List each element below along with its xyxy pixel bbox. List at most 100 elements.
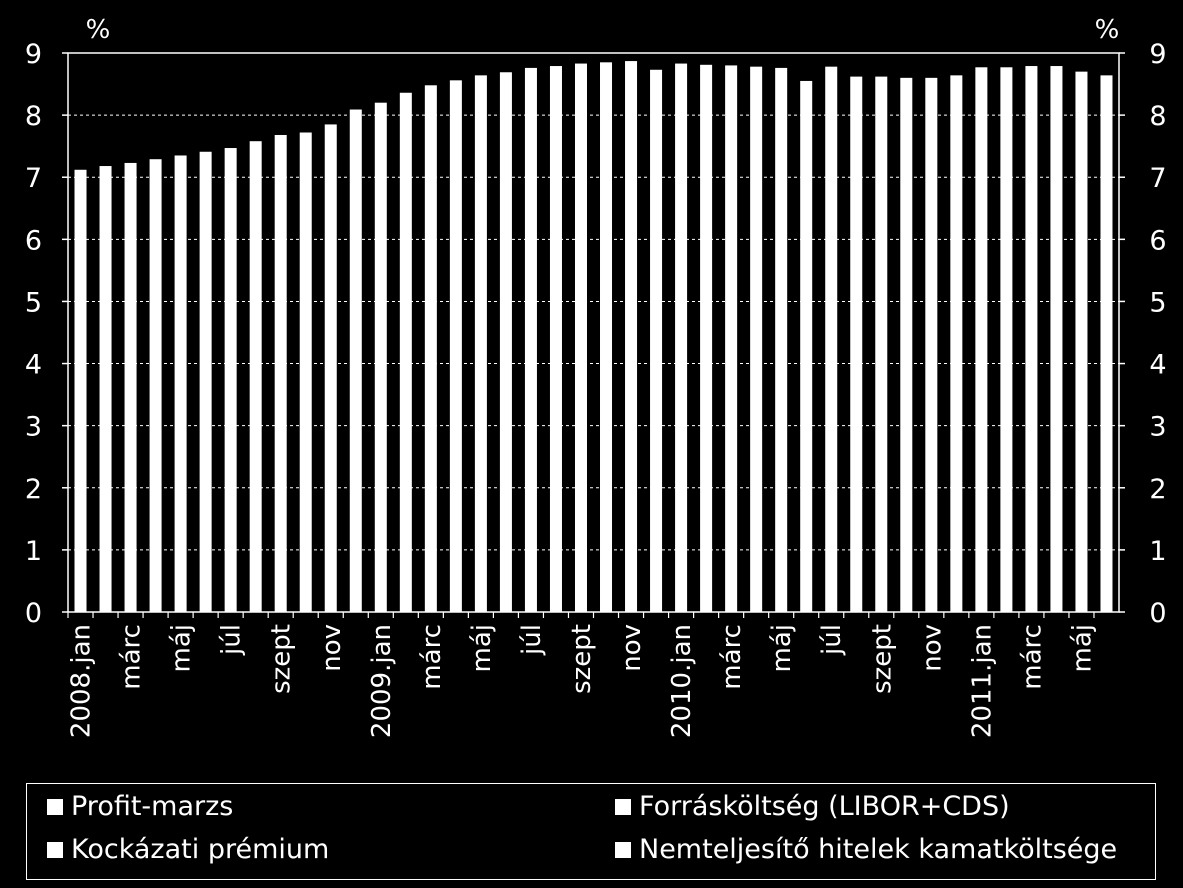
x-tick-label: júl	[217, 624, 247, 656]
bar	[625, 61, 638, 612]
x-tick-label: márc	[117, 624, 147, 690]
legend-item-profit-margin: Profit-marzs	[47, 791, 233, 822]
y-axis-left: 0 1 2 3 4 5 6 7 8 9	[25, 39, 68, 629]
bar	[1025, 66, 1038, 612]
bar	[925, 77, 938, 613]
legend-label: Profit-marzs	[71, 791, 234, 822]
bar	[574, 63, 587, 612]
x-tick-label: szept	[567, 624, 597, 694]
y-tick-label-right: 0	[1149, 598, 1166, 629]
bar	[149, 159, 162, 612]
bar	[474, 75, 487, 613]
y-tick-label-right: 7	[1149, 163, 1166, 194]
y-tick-label-right: 6	[1149, 225, 1166, 256]
legend-swatch	[615, 841, 631, 858]
x-tick-label: máj	[767, 624, 797, 672]
x-tick-label: máj	[167, 624, 197, 672]
legend-label: Forrásköltség (LIBOR+CDS)	[639, 791, 1010, 822]
x-tick-label: júl	[817, 624, 847, 656]
bar	[449, 80, 462, 613]
bar	[600, 62, 613, 613]
bar	[249, 141, 262, 612]
bar	[174, 155, 187, 612]
legend-item-npl-cost: Nemteljesítő hitelek kamatköltsége	[615, 834, 1117, 865]
bars	[74, 61, 1113, 613]
y-tick-label-left: 3	[25, 412, 42, 443]
legend-swatch	[47, 798, 63, 815]
bar	[424, 85, 437, 612]
x-tick-label: márc	[717, 624, 747, 690]
legend: Profit-marzs Forrásköltség (LIBOR+CDS) K…	[26, 783, 1156, 880]
legend-label: Nemteljesítő hitelek kamatköltsége	[639, 834, 1118, 865]
x-tick-label: szept	[267, 624, 297, 694]
legend-item-funding-cost: Forrásköltség (LIBOR+CDS)	[615, 791, 1010, 822]
bar	[274, 134, 287, 612]
x-axis: 2008.jan márc máj júl szept nov 2009.jan márc má…	[67, 612, 1097, 738]
bar	[324, 124, 337, 612]
legend-label: Kockázati prémium	[71, 834, 330, 865]
bar	[725, 65, 738, 612]
bar	[74, 169, 87, 612]
y-tick-label-left: 2	[25, 474, 42, 505]
y-tick-label-left: 5	[25, 287, 42, 318]
x-tick-label: nov	[917, 624, 947, 672]
bar	[349, 109, 362, 612]
y-tick-label-left: 0	[25, 598, 42, 629]
bar	[1050, 66, 1063, 612]
x-tick-label: máj	[1067, 624, 1097, 672]
y-unit-left: %	[86, 15, 111, 45]
bar	[99, 166, 112, 612]
y-tick-label-right: 4	[1149, 350, 1166, 381]
bar	[800, 80, 813, 612]
x-tick-label: szept	[867, 624, 897, 694]
x-tick-label: máj	[467, 624, 497, 672]
bar	[199, 151, 212, 613]
bar	[524, 67, 537, 612]
x-tick-label: márc	[417, 624, 447, 690]
bar	[650, 69, 663, 612]
x-tick-label: márc	[1017, 624, 1047, 690]
y-tick-label-right: 2	[1149, 474, 1166, 505]
bar	[900, 77, 913, 613]
bar	[374, 102, 387, 612]
bar	[975, 67, 988, 613]
bar	[1100, 75, 1113, 613]
y-tick-label-right: 5	[1149, 287, 1166, 318]
y-tick-label-left: 9	[25, 39, 42, 70]
y-tick-label-right: 9	[1149, 39, 1166, 70]
legend-swatch	[47, 841, 63, 858]
legend-item-risk-premium: Kockázati prémium	[47, 834, 329, 865]
y-tick-label-left: 7	[25, 163, 42, 194]
y-tick-label-left: 1	[25, 536, 42, 567]
bar	[750, 66, 763, 613]
bar	[875, 76, 888, 612]
bar	[700, 64, 713, 613]
bar	[549, 66, 562, 612]
y-tick-label-left: 8	[25, 101, 42, 132]
y-axis-right: 0 1 2 3 4 5 6 7 8 9	[1119, 39, 1167, 629]
bar	[399, 92, 412, 613]
bar	[825, 66, 838, 613]
x-tick-label: júl	[517, 624, 547, 656]
legend-swatch	[615, 798, 631, 815]
y-tick-label-right: 8	[1149, 101, 1166, 132]
x-tick-label: 2008.jan	[67, 624, 97, 738]
bar	[675, 63, 688, 612]
bar	[299, 132, 312, 612]
y-unit-right: %	[1095, 15, 1120, 45]
x-tick-label: 2010.jan	[667, 624, 697, 738]
x-tick-label: nov	[617, 624, 647, 672]
y-tick-label-right: 1	[1149, 536, 1166, 567]
x-tick-label: 2009.jan	[367, 624, 397, 738]
grid	[68, 114, 1119, 551]
x-tick-label: nov	[317, 624, 347, 672]
bar	[224, 148, 237, 612]
bar	[1000, 67, 1013, 613]
bar	[775, 67, 788, 612]
y-tick-label-left: 4	[25, 350, 42, 381]
x-tick-label: 2011.jan	[967, 624, 997, 738]
bar	[850, 76, 863, 612]
bar	[950, 75, 963, 613]
y-tick-label-left: 6	[25, 225, 42, 256]
